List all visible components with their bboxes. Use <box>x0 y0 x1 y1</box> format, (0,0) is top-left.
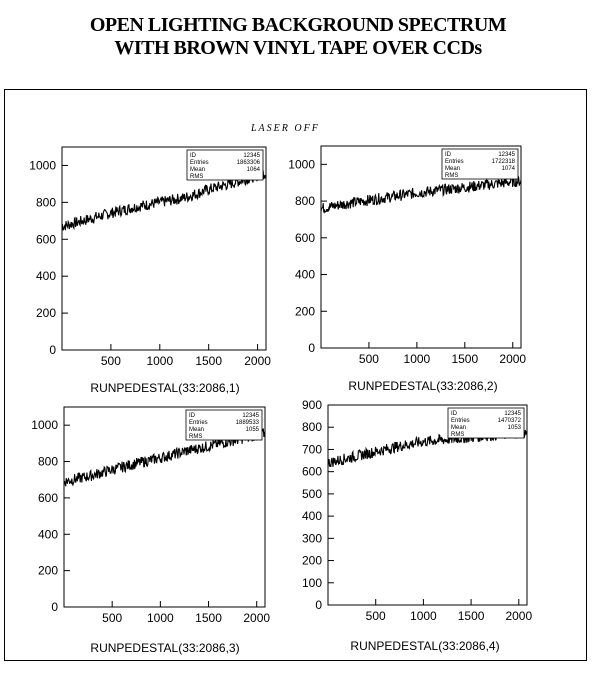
stats-box <box>441 148 519 180</box>
x-tick-label: 500 <box>359 352 379 366</box>
x-axis-label: RUNPEDESTAL(33:2086,3) <box>90 641 239 655</box>
y-tick-label: 800 <box>302 420 322 434</box>
plot-frame <box>327 404 528 606</box>
stats-value: 1064 <box>247 167 261 173</box>
stats-value: 12345 <box>243 153 260 159</box>
x-tick-label: 1000 <box>146 354 173 368</box>
figure-frame <box>4 89 587 661</box>
y-tick-label: 800 <box>36 195 56 209</box>
stats-value: 1722318 <box>492 159 516 165</box>
y-tick-label: 600 <box>36 232 56 246</box>
x-tick-label: 1500 <box>195 611 222 625</box>
y-tick-label: 400 <box>36 269 56 283</box>
plot-frame <box>320 145 522 349</box>
y-tick-label: 900 <box>302 398 322 412</box>
stats-value: 1074 <box>502 166 516 172</box>
y-tick-label: 0 <box>51 600 58 614</box>
y-tick-label: 0 <box>308 341 315 355</box>
x-tick-label: 2000 <box>244 354 271 368</box>
stats-key: ID <box>190 153 197 159</box>
stats-key: Entries <box>445 159 464 165</box>
figure-title-line2: WITH BROWN VINYL TAPE OVER CCDs <box>114 37 482 59</box>
y-tick-label: 400 <box>302 509 322 523</box>
y-tick-label: 300 <box>302 531 322 545</box>
stats-value: 12345 <box>504 411 521 417</box>
plot-frame <box>61 146 267 351</box>
y-tick-label: 800 <box>38 455 58 469</box>
y-tick-label: 400 <box>295 268 315 282</box>
plot-frame <box>63 406 266 608</box>
x-axis-label: RUNPEDESTAL(33:2086,4) <box>350 639 499 653</box>
x-tick-label: 500 <box>101 354 121 368</box>
y-tick-label: 200 <box>36 306 56 320</box>
x-axis-label: RUNPEDESTAL(33:2086,2) <box>348 379 497 393</box>
y-tick-label: 200 <box>38 564 58 578</box>
y-tick-label: 600 <box>295 231 315 245</box>
y-tick-label: 600 <box>302 465 322 479</box>
stats-key: RMS <box>189 434 202 440</box>
stats-key: ID <box>189 413 196 419</box>
stats-key: Mean <box>451 425 466 431</box>
histogram-panel-4: 0 100 200 300 400 500 600 700 800 900 500 1000 1500 2… <box>302 398 532 653</box>
stats-value: 1470372 <box>498 418 522 424</box>
y-tick-label: 0 <box>315 598 322 612</box>
stats-key: Mean <box>189 427 204 433</box>
y-tick-label: 200 <box>295 304 315 318</box>
stats-key: Entries <box>190 160 209 166</box>
x-tick-label: 1000 <box>404 352 431 366</box>
x-axis-label: RUNPEDESTAL(33:2086,1) <box>90 381 239 395</box>
stats-key: Mean <box>190 167 205 173</box>
histogram-panel-2: 0 200 400 600 800 1000 500 1000 1500 2000RUNPEDES… <box>288 145 526 393</box>
stats-key: Entries <box>189 420 208 426</box>
y-tick-label: 1000 <box>29 158 56 172</box>
histogram-panel-1: 0 200 400 600 800 1000 500 1000 1500 2000 RUNPEDES… <box>29 146 271 395</box>
y-tick-label: 100 <box>302 576 322 590</box>
x-tick-label: 2000 <box>243 611 270 625</box>
x-tick-label: 2000 <box>505 609 532 623</box>
stats-value: 1863306 <box>237 160 261 166</box>
stats-key: ID <box>445 152 452 158</box>
stats-key: ID <box>451 411 458 417</box>
stats-box <box>185 409 263 441</box>
y-tick-label: 1000 <box>288 157 315 171</box>
figure-title-line1: OPEN LIGHTING BACKGROUND SPECTRUM <box>89 14 507 36</box>
histogram-trace <box>320 176 522 214</box>
histogram-panel-3: 0 200 400 600 800 1000 500 1000 1500 2000 RUNPEDES… <box>31 406 270 655</box>
laser-off-annotation: LASER OFF <box>251 123 320 134</box>
x-tick-label: 2000 <box>499 352 526 366</box>
stats-value: 12345 <box>242 413 259 419</box>
x-tick-label: 1000 <box>410 609 437 623</box>
x-tick-label: 500 <box>366 609 386 623</box>
stats-key: Mean <box>445 166 460 172</box>
stats-value: 12345 <box>498 152 515 158</box>
stats-value: 1055 <box>246 427 260 433</box>
y-tick-label: 500 <box>302 487 322 501</box>
y-tick-label: 400 <box>38 527 58 541</box>
x-tick-label: 1000 <box>147 611 174 625</box>
stats-key: Entries <box>451 418 470 424</box>
y-tick-label: 700 <box>302 442 322 456</box>
y-tick-label: 800 <box>295 194 315 208</box>
y-tick-label: 1000 <box>31 418 58 432</box>
stats-box <box>447 407 525 439</box>
y-tick-label: 600 <box>38 491 58 505</box>
stats-key: RMS <box>190 174 203 180</box>
x-tick-label: 500 <box>102 611 122 625</box>
stats-key: RMS <box>445 173 458 179</box>
stats-box <box>186 149 264 181</box>
x-tick-label: 1500 <box>195 354 222 368</box>
stats-value: 1053 <box>508 425 522 431</box>
y-tick-label: 200 <box>302 554 322 568</box>
x-tick-label: 1500 <box>458 609 485 623</box>
stats-value: 1889533 <box>236 420 260 426</box>
x-tick-label: 1500 <box>451 352 478 366</box>
y-tick-label: 0 <box>49 343 56 357</box>
stats-key: RMS <box>451 432 464 438</box>
